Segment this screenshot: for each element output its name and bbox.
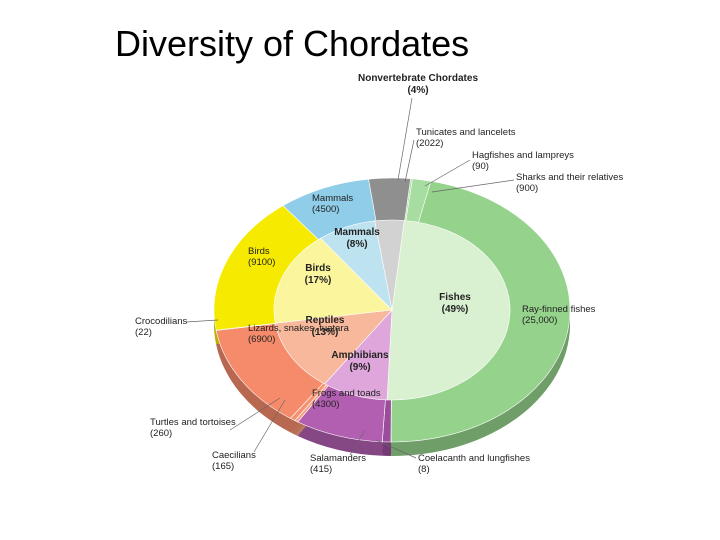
inner-slice bbox=[374, 219, 405, 311]
outer-label: Frogs and toads bbox=[312, 388, 381, 399]
outer-value-label: (4500) bbox=[312, 204, 339, 215]
leader-line bbox=[397, 97, 413, 181]
outer-label: Sharks and their relatives bbox=[516, 172, 623, 183]
outer-value-label: (415) bbox=[310, 464, 332, 475]
inner-slice bbox=[386, 220, 511, 401]
leader-line bbox=[229, 397, 281, 431]
inner-value-label: (17%) bbox=[305, 275, 332, 286]
outer-value-label: (90) bbox=[472, 161, 489, 172]
inner-label: Fishes bbox=[439, 292, 471, 303]
leader-line bbox=[375, 439, 417, 459]
inner-label: Birds bbox=[305, 263, 331, 274]
outer-label: Caecilians bbox=[212, 450, 256, 461]
outer-label: Salamanders bbox=[310, 453, 366, 464]
inner-label: Reptiles bbox=[306, 315, 345, 326]
outer-value-label: (25,000) bbox=[522, 315, 557, 326]
inner-label: Nonvertebrate Chordates bbox=[358, 73, 478, 84]
chart-title: Diversity of Chordates bbox=[115, 23, 469, 64]
outer-value-label: (900) bbox=[516, 183, 538, 194]
outer-label: Tunicates and lancelets bbox=[416, 127, 516, 138]
inner-slice bbox=[274, 309, 393, 385]
leader-line bbox=[431, 179, 515, 193]
inner-value-label: (13%) bbox=[312, 327, 339, 338]
leader-line bbox=[404, 139, 415, 183]
inner-label: Amphibians bbox=[331, 350, 389, 361]
inner-value-label: (49%) bbox=[442, 304, 469, 315]
inner-value-label: (4%) bbox=[407, 85, 428, 96]
outer-value-label: (260) bbox=[150, 428, 172, 439]
outer-value-label: (165) bbox=[212, 461, 234, 472]
outer-label: Birds bbox=[248, 246, 270, 257]
outer-label: Coelacanth and lungfishes bbox=[418, 453, 530, 464]
outer-value-label: (9100) bbox=[248, 257, 275, 268]
outer-label: Mammals bbox=[312, 193, 353, 204]
outer-label: Ray-finned fishes bbox=[522, 304, 596, 315]
outer-label: Hagfishes and lampreys bbox=[472, 150, 574, 161]
leader-line bbox=[185, 319, 219, 323]
outer-label: Crocodilians bbox=[135, 316, 188, 327]
outer-value-label: (4300) bbox=[312, 399, 339, 410]
inner-value-label: (9%) bbox=[349, 362, 370, 373]
outer-value-label: (8) bbox=[418, 464, 430, 475]
outer-value-label: (6900) bbox=[248, 334, 275, 345]
outer-value-label: (2022) bbox=[416, 138, 443, 149]
outer-label: Lizards, snakes, tuatara bbox=[248, 323, 350, 334]
inner-value-label: (8%) bbox=[346, 239, 367, 250]
leader-line bbox=[349, 429, 366, 456]
leader-line bbox=[424, 159, 471, 187]
outer-value-label: (22) bbox=[135, 327, 152, 338]
leader-line bbox=[253, 399, 286, 453]
outer-label: Turtles and tortoises bbox=[150, 417, 236, 428]
inner-label: Mammals bbox=[334, 227, 380, 238]
inner-slice bbox=[273, 237, 393, 324]
